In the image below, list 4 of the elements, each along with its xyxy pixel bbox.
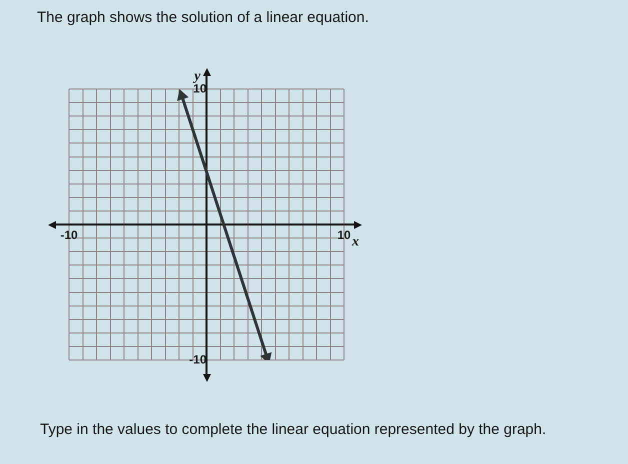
x-axis-title: x — [351, 234, 359, 250]
chart-title: The graph shows the solution of a linear equation. — [37, 9, 369, 26]
text: Type in the values to complete the linear equation represented by the graph. — [40, 421, 546, 438]
y-axis-title: y — [192, 69, 202, 84]
